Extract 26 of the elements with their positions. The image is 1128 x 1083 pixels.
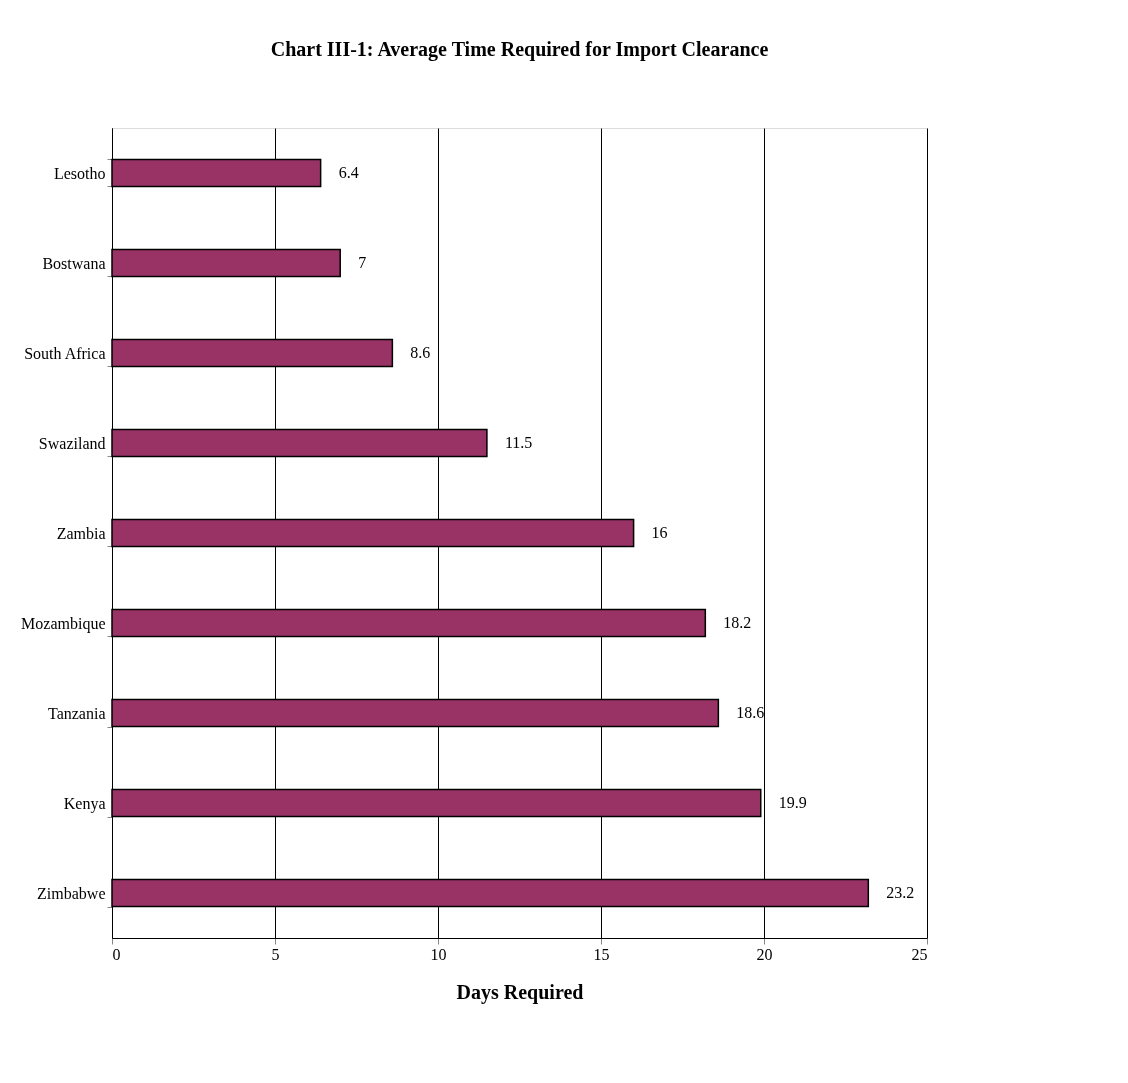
y-tick-label: Swaziland: [38, 434, 106, 452]
y-tick-label: Zambia: [56, 524, 106, 542]
data-label: 16: [651, 524, 668, 541]
y-tick-label: Bostwana: [42, 254, 106, 272]
data-label: 6.4: [338, 164, 359, 181]
x-tick-label: 15: [593, 945, 610, 963]
x-axis-title: Days Required: [456, 980, 584, 1004]
y-tick-label: South Africa: [24, 344, 106, 362]
data-label: 11.5: [504, 434, 533, 451]
data-label: 7: [358, 254, 367, 271]
x-tick-label: 0: [112, 945, 121, 963]
data-label: 19.9: [778, 794, 807, 811]
y-tick-label: Mozambique: [21, 614, 106, 633]
chart-title: Chart III-1: Average Time Required for Import Clearance: [270, 38, 769, 61]
x-tick-label: 25: [911, 945, 928, 963]
x-tick-label: 5: [271, 945, 280, 963]
y-tick-label: Tanzania: [47, 704, 106, 722]
data-label: 8.6: [410, 344, 431, 361]
y-tick-label: Zimbabwe: [37, 884, 106, 902]
data-label: 18.2: [723, 614, 752, 631]
data-label: 23.2: [886, 884, 915, 901]
x-tick-label: 10: [430, 945, 447, 963]
x-tick-label: 20: [756, 945, 773, 963]
y-tick-label: Kenya: [63, 794, 106, 813]
y-tick-label: Lesotho: [53, 164, 106, 182]
data-label: 18.6: [736, 704, 765, 721]
